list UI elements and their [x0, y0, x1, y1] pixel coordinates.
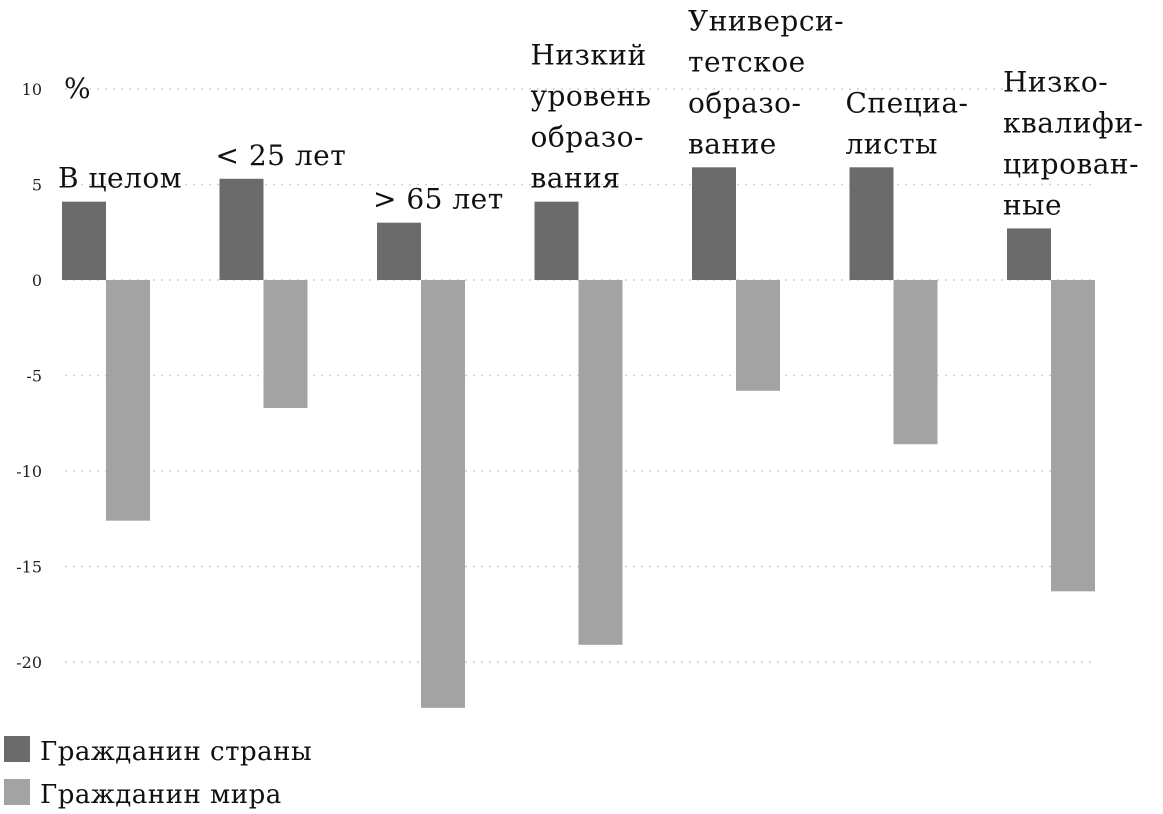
y-tick-label: -10	[16, 462, 42, 481]
bar-citizen-of-country	[692, 167, 736, 280]
category-label: Низкий уровень образо-вания	[531, 39, 652, 195]
legend-swatch-citizen-of-country	[4, 736, 30, 762]
bar-citizen-of-country	[62, 201, 106, 280]
category-label: Низко-квалифи-цирован-ные	[1003, 65, 1143, 221]
category-label: Специа-листы	[846, 86, 969, 160]
legend-label-citizen-of-country: Гражданин страны	[40, 737, 312, 767]
bar-citizen-of-country	[1007, 228, 1051, 280]
legend: Гражданин страны Гражданин мира	[4, 736, 312, 810]
legend-label-citizen-of-world: Гражданин мира	[40, 780, 282, 810]
category-labels: В целом < 25 лет > 65 лет Низкий уровень обра…	[58, 4, 1143, 221]
y-tick-label: 5	[32, 176, 42, 195]
category-label: < 25 лет	[216, 139, 347, 172]
bar-citizen-of-world	[421, 280, 465, 708]
bar-citizen-of-country	[849, 167, 894, 280]
bar-citizen-of-world	[106, 280, 150, 521]
bar-citizen-of-world	[893, 280, 938, 445]
category-label: В целом	[58, 162, 182, 195]
bar-citizen-of-world	[263, 280, 308, 408]
y-tick-label: 0	[32, 271, 42, 290]
category-label: > 65 лет	[373, 183, 504, 216]
category-label: Универси-тетское образо-вание	[688, 4, 844, 160]
bar-citizen-of-world	[578, 280, 623, 645]
bar-citizen-of-world	[1051, 280, 1095, 592]
y-tick-label: -15	[16, 558, 42, 577]
legend-swatch-citizen-of-world	[4, 779, 30, 805]
bars	[62, 167, 1095, 708]
bar-citizen-of-country	[534, 201, 579, 280]
bar-citizen-of-country	[377, 222, 421, 280]
y-tick-label: 10	[22, 80, 42, 99]
y-axis-unit-label: %	[64, 72, 91, 105]
bar-citizen-of-world	[736, 280, 780, 391]
y-axis-ticks: 10 5 0 -5 -10 -15 -20	[16, 80, 42, 672]
bar-citizen-of-country	[219, 178, 264, 280]
y-tick-label: -5	[26, 367, 42, 386]
y-tick-label: -20	[16, 653, 42, 672]
